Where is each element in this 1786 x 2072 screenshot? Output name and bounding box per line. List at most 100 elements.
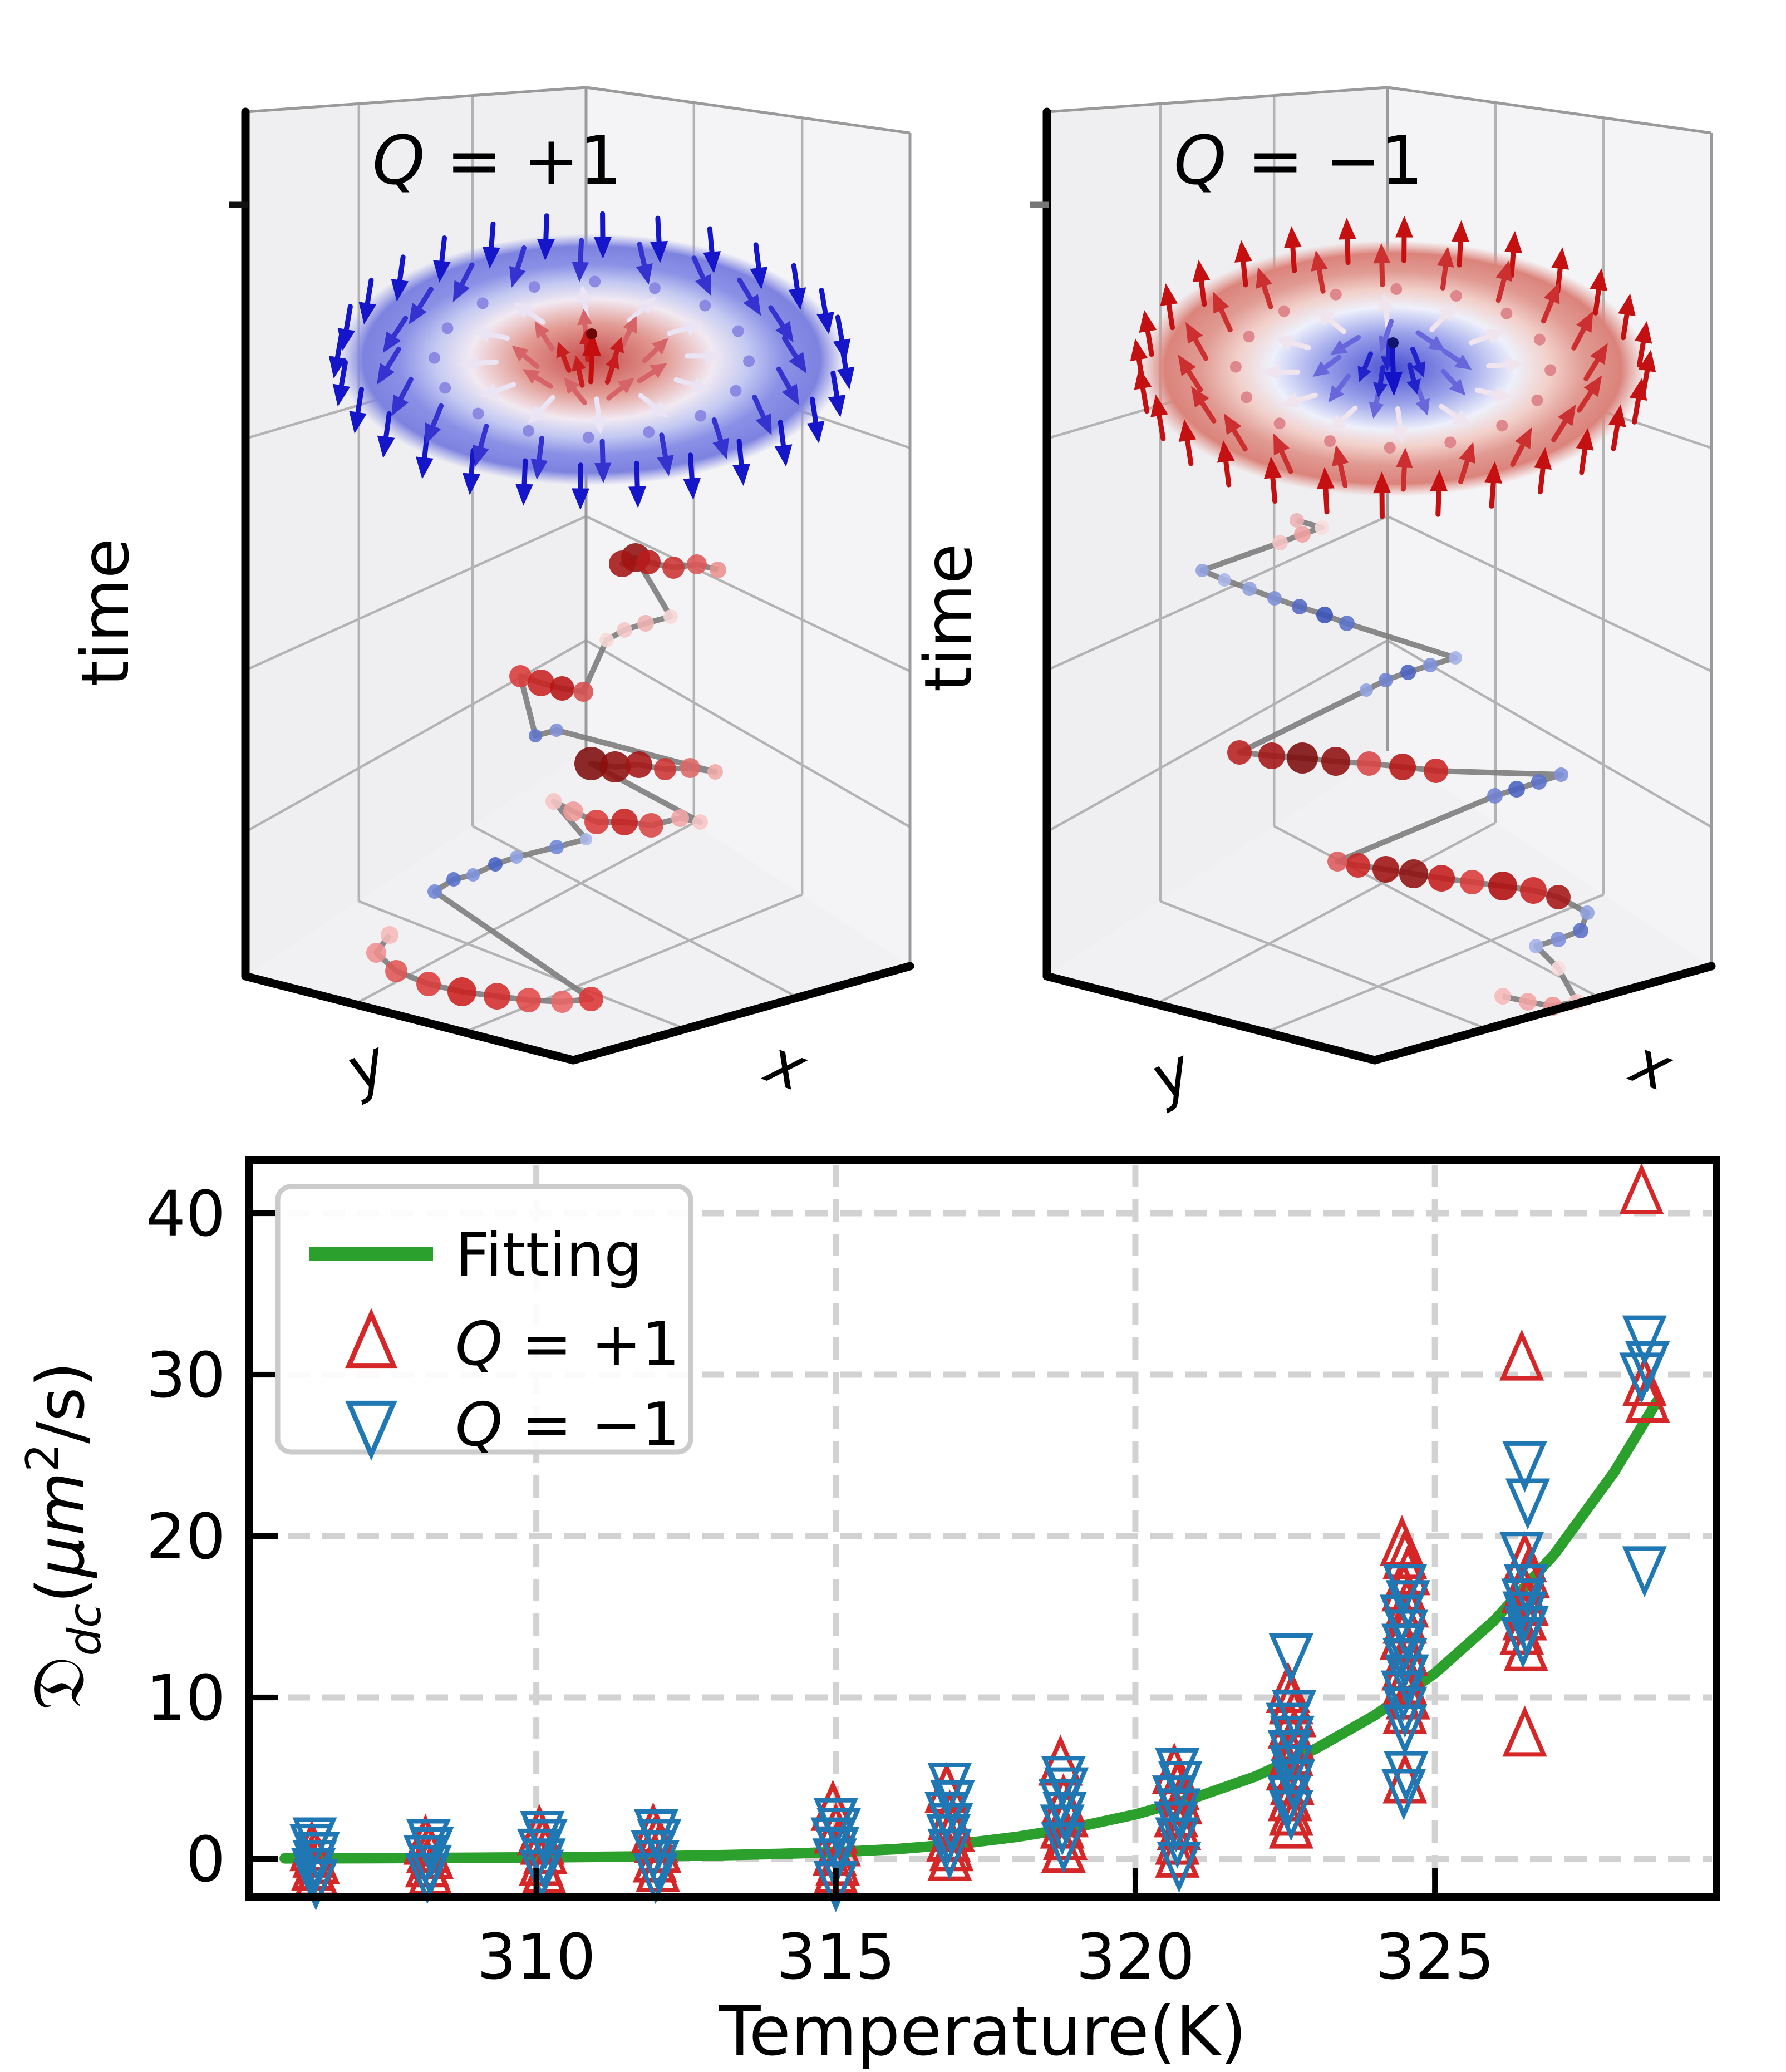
spin-arrow-shaft — [1323, 486, 1330, 515]
scatter-marker — [1267, 1730, 1312, 1781]
spin-dot — [1531, 394, 1543, 406]
panel-title-eq: = +1 — [425, 122, 622, 200]
spin-arrow-head — [577, 308, 593, 326]
trajectory-point — [663, 609, 678, 624]
spin-arrow-shaft — [1377, 365, 1386, 386]
trajectory-point — [687, 554, 707, 574]
trajectory-point — [662, 557, 685, 579]
scatter-marker — [1041, 1822, 1086, 1874]
spin-dot — [441, 322, 454, 334]
scatter-marker — [928, 1803, 973, 1854]
trajectory-point — [654, 758, 676, 780]
scatter-marker — [1502, 1441, 1547, 1493]
spin-arrow-shaft — [606, 385, 625, 401]
spin-arrow-shaft — [576, 367, 585, 388]
trajectory-point — [1389, 754, 1416, 780]
wall-grid-line — [1046, 515, 1388, 672]
spin-arrow-head — [582, 332, 602, 357]
y-axis-label-frak: 𝔇 — [16, 1656, 101, 1711]
spin-arrow-head — [1377, 292, 1394, 311]
spin-arrow-head — [1262, 363, 1280, 380]
spin-arrow-head — [463, 473, 480, 495]
spin-arrow-head — [1395, 215, 1413, 238]
trajectory-point — [447, 977, 476, 1006]
scatter-marker — [1381, 1670, 1426, 1722]
spin-arrow-shaft — [1576, 390, 1594, 413]
trajectory-point — [626, 751, 652, 778]
spin-arrow-head — [636, 263, 653, 285]
spin-core-dot — [1388, 337, 1399, 348]
trajectory-point — [639, 813, 663, 838]
spin-arrow-head — [775, 321, 794, 343]
trajectory-point — [366, 943, 386, 963]
floor-front-left-edge — [241, 972, 578, 1065]
spin-arrow-shaft — [486, 332, 510, 341]
trajectory-point — [599, 751, 631, 782]
scatter-marker — [1619, 1352, 1664, 1404]
spin-arrow-shaft — [637, 369, 657, 383]
spin-arrow-head — [1449, 378, 1466, 396]
trajectory-point — [1531, 774, 1547, 790]
y-axis-label-3d: y — [334, 1026, 398, 1106]
spin-arrow-head — [1281, 392, 1300, 408]
spin-arrow-head — [1373, 382, 1388, 398]
trajectory-point — [1379, 673, 1393, 687]
spin-arrow-head — [1316, 467, 1335, 489]
spin-dot — [523, 425, 535, 437]
spin-arrow-shaft — [515, 245, 527, 271]
spin-arrow-head — [1130, 338, 1148, 362]
spin-arrow-shaft — [475, 359, 499, 366]
spin-arrow-head — [1454, 354, 1472, 370]
spin-arrow-head — [1274, 334, 1293, 351]
spin-dot — [428, 352, 440, 364]
spin-arrow-head — [1534, 447, 1552, 470]
trajectory-point — [1428, 865, 1455, 892]
spin-arrow-shaft — [540, 332, 555, 352]
spin-arrow-head — [806, 421, 825, 444]
y-axis-label-sup: 2 — [17, 1444, 68, 1472]
spin-arrow-head — [1160, 283, 1178, 306]
spin-arrow-shaft — [439, 235, 447, 264]
trajectory-point — [1546, 885, 1571, 909]
spin-arrow-head — [1618, 293, 1636, 317]
panel-q-minus: Q = −1 time y x — [910, 86, 1716, 1115]
spin-arrow-head — [1551, 247, 1569, 270]
spin-arrow-shaft — [478, 424, 489, 450]
spin-arrow-shaft — [819, 287, 828, 316]
spin-arrow-head — [572, 488, 590, 510]
y-axis-label-mu: μm — [22, 1472, 99, 1579]
spin-arrow-shaft — [707, 226, 715, 255]
spin-arrow-head — [638, 297, 656, 314]
scatter-marker — [1622, 1546, 1667, 1598]
x-tick-label: 320 — [1076, 1921, 1195, 1994]
spin-arrow-shaft — [659, 432, 668, 459]
spin-arrow-shaft — [642, 346, 660, 363]
trajectory-point — [1423, 658, 1438, 672]
spin-arrow-shaft — [525, 309, 546, 325]
spin-arrow-head — [591, 416, 607, 435]
floor-grid-line — [1155, 821, 1496, 1006]
spin-arrow-shaft — [753, 242, 761, 270]
trajectory-point — [1372, 856, 1399, 883]
spin-arrow-head — [337, 328, 356, 351]
scatter-marker — [1499, 1603, 1544, 1655]
floor-front-right-edge — [1370, 962, 1716, 1065]
scatter-marker — [1040, 1804, 1085, 1856]
spin-arrow-shaft — [385, 346, 401, 370]
spin-arrow-head — [1558, 404, 1576, 426]
spin-arrow-head — [1217, 440, 1235, 463]
chart-ticks — [249, 1210, 1438, 1897]
spin-arrow-shaft — [619, 328, 633, 348]
spin-arrow-shaft — [776, 366, 792, 391]
spin-arrow-head — [482, 246, 500, 269]
legend-marker-up — [345, 1308, 397, 1369]
spin-arrow-shaft — [1241, 259, 1248, 288]
scatter-marker — [1267, 1775, 1312, 1827]
spin-arrow-shaft — [1458, 459, 1470, 484]
trajectory-point — [1424, 759, 1448, 783]
spin-arrow-head — [377, 363, 395, 385]
spin-dot — [699, 299, 711, 312]
spin-arrow-shaft — [1223, 459, 1232, 488]
x-axis-label-3d: x — [756, 1025, 817, 1105]
